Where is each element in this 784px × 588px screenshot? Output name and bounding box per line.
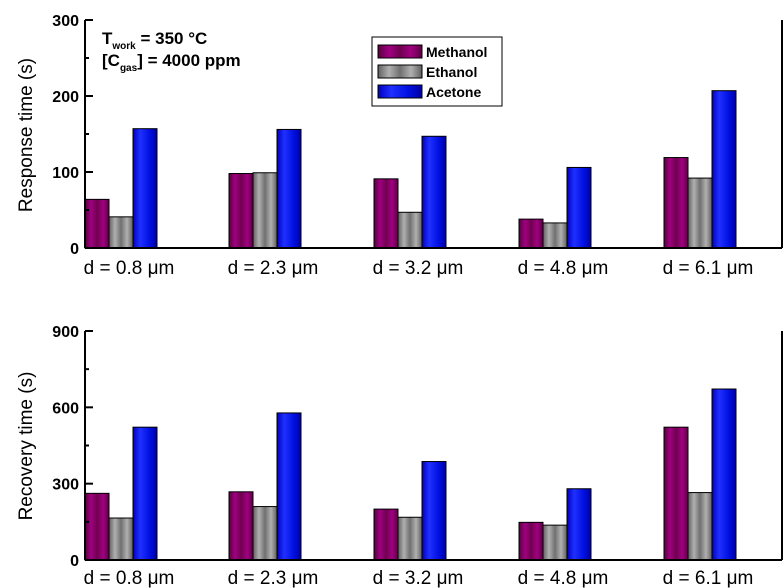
response-bar-methanol-3	[518, 218, 544, 249]
recovery-bar-ethanol-3	[542, 524, 568, 561]
response-category-labels: d = 0.8 μm d = 2.3 μm d = 3.2 μm d = 4.8 μm…	[84, 258, 754, 279]
recovery-category-label-3: d = 4.8 μm	[518, 568, 609, 588]
response-time-panel: 0 100 200 300 d = 0.8 μm d = 2.3 μm d = 3.2 μ…	[16, 13, 783, 279]
recovery-bar-methanol-4	[663, 426, 689, 561]
legend-swatch-methanol	[377, 44, 423, 59]
legend-label-acetone: Acetone	[426, 84, 481, 100]
response-bar-methanol-1	[228, 173, 254, 249]
legend-swatch-ethanol	[377, 64, 423, 79]
response-bar-methanol-4	[663, 157, 689, 249]
response-bar-ethanol-4	[687, 177, 713, 249]
response-y-tick-label-1: 100	[52, 165, 79, 182]
work-temperature-label: Twork = 350 °C	[102, 29, 207, 52]
response-y-tick-label-0: 0	[70, 241, 79, 258]
response-bar-acetone-0	[132, 128, 158, 249]
recovery-bar-ethanol-0	[108, 517, 134, 561]
recovery-bar-acetone-4	[711, 388, 737, 561]
recovery-bar-methanol-2	[373, 508, 399, 561]
legend: Methanol Ethanol Acetone	[371, 36, 503, 107]
recovery-bar-acetone-3	[566, 488, 592, 561]
recovery-category-label-0: d = 0.8 μm	[84, 568, 175, 588]
response-y-tick-label-3: 300	[52, 13, 79, 30]
recovery-bar-acetone-2	[421, 461, 447, 561]
recovery-bar-ethanol-4	[687, 492, 713, 561]
response-bar-acetone-2	[421, 135, 447, 249]
response-bar-ethanol-1	[252, 172, 278, 249]
response-category-label-4: d = 6.1 μm	[663, 258, 754, 279]
recovery-category-labels: d = 0.8 μm d = 2.3 μm d = 3.2 μm d = 4.8 μm…	[84, 568, 754, 588]
response-bar-ethanol-2	[397, 211, 423, 249]
response-ticks: 0 100 200 300	[52, 13, 93, 258]
response-y-tick-label-2: 200	[52, 89, 79, 106]
response-bar-acetone-3	[566, 166, 592, 249]
response-bar-ethanol-0	[108, 216, 134, 249]
response-bar-acetone-4	[711, 90, 737, 249]
recovery-bar-ethanol-1	[252, 506, 278, 561]
recovery-category-label-2: d = 3.2 μm	[373, 568, 464, 588]
recovery-bar-methanol-1	[228, 491, 254, 561]
recovery-y-axis-title: Recovery time (s)	[16, 372, 37, 521]
response-bar-methanol-0	[84, 198, 110, 249]
response-bar-ethanol-3	[542, 222, 568, 249]
response-bars	[84, 90, 737, 249]
response-category-label-2: d = 3.2 μm	[373, 258, 464, 279]
recovery-ticks: 0 300 600 900	[52, 324, 93, 570]
response-category-label-1: d = 2.3 μm	[228, 258, 319, 279]
legend-swatch-acetone	[377, 84, 423, 99]
response-y-axis-title: Response time (s)	[16, 58, 37, 212]
conditions-annotation: Twork = 350 °C [Cgas] = 4000 ppm	[102, 29, 241, 74]
response-bar-acetone-1	[276, 128, 302, 249]
recovery-bar-methanol-0	[84, 492, 110, 561]
recovery-y-tick-label-0: 0	[70, 553, 79, 570]
response-bar-methanol-2	[373, 178, 399, 249]
recovery-y-tick-label-3: 900	[52, 324, 79, 341]
gas-concentration-label: [Cgas] = 4000 ppm	[102, 51, 241, 74]
recovery-bar-acetone-0	[132, 426, 158, 561]
recovery-category-label-1: d = 2.3 μm	[228, 568, 319, 588]
recovery-bar-methanol-3	[518, 521, 544, 561]
recovery-y-tick-label-2: 600	[52, 400, 79, 417]
recovery-bar-ethanol-2	[397, 516, 423, 561]
recovery-time-panel: 0 300 600 900 d = 0.8 μm d = 2.3 μm d = 3.2 μ…	[16, 324, 783, 588]
recovery-bars	[84, 388, 737, 561]
legend-label-methanol: Methanol	[426, 44, 487, 60]
recovery-y-tick-label-1: 300	[52, 477, 79, 494]
response-category-label-0: d = 0.8 μm	[84, 258, 175, 279]
response-category-label-3: d = 4.8 μm	[518, 258, 609, 279]
recovery-bar-acetone-1	[276, 412, 302, 561]
legend-label-ethanol: Ethanol	[426, 64, 477, 80]
recovery-category-label-4: d = 6.1 μm	[663, 568, 754, 588]
